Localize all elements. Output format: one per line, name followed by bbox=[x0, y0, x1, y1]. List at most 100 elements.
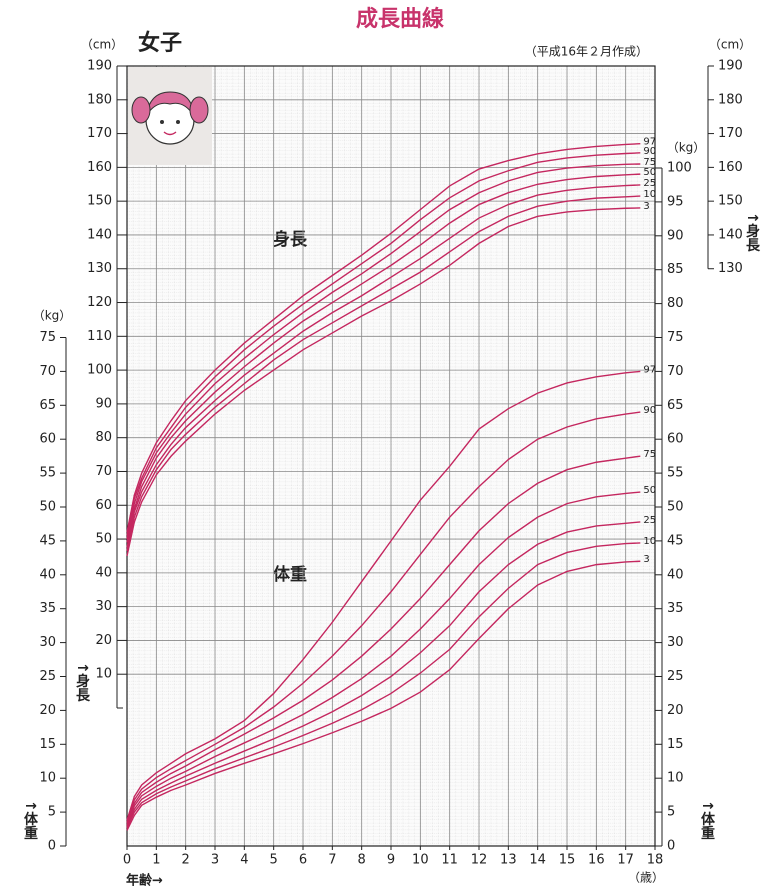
y-label: ↑身長 bbox=[74, 662, 90, 703]
percentile-label: 10 bbox=[643, 189, 656, 200]
y-unit: （cm） bbox=[81, 38, 123, 52]
x-tick-label: 9 bbox=[387, 853, 395, 868]
y-tick-label: 180 bbox=[718, 92, 743, 107]
y2-tick-label: 20 bbox=[667, 703, 684, 718]
y-tick-label: 190 bbox=[718, 59, 743, 74]
x-tick-label: 0 bbox=[123, 853, 131, 868]
x-tick-label: 12 bbox=[471, 853, 488, 868]
growth-chart: 成長曲線 女子 （平成16年２月作成） （cm） （cm） （kg） （kg） … bbox=[0, 0, 781, 891]
x-tick-label: 17 bbox=[617, 853, 634, 868]
annotation: 体重 bbox=[273, 564, 307, 585]
percentile-label: 97 bbox=[643, 364, 656, 375]
y2-tick-label: 40 bbox=[667, 567, 684, 582]
y2-tick-label: 60 bbox=[667, 432, 684, 447]
x-tick-label: 4 bbox=[240, 853, 248, 868]
y2-tick-label: 35 bbox=[39, 601, 56, 616]
percentile-label: 25 bbox=[643, 515, 656, 526]
x-unit: （歳） bbox=[628, 871, 664, 885]
y2-tick-label: 45 bbox=[39, 533, 56, 548]
x-tick-label: 10 bbox=[412, 853, 429, 868]
y-tick-label: 10 bbox=[95, 667, 112, 682]
y-tick-label: 70 bbox=[95, 464, 112, 479]
y-label: ↑身長 bbox=[744, 212, 760, 253]
y-unit: （cm） bbox=[709, 38, 751, 52]
y2-tick-label: 55 bbox=[667, 466, 684, 481]
y-tick-label: 160 bbox=[87, 160, 112, 175]
y2-tick-label: 30 bbox=[667, 635, 684, 650]
x-tick-label: 7 bbox=[328, 853, 336, 868]
y-tick-label: 130 bbox=[718, 261, 743, 276]
y-tick-label: 80 bbox=[95, 430, 112, 445]
y-tick-label: 160 bbox=[718, 160, 743, 175]
y2-tick-label: 50 bbox=[39, 500, 56, 515]
x-tick-label: 3 bbox=[211, 853, 219, 868]
y-tick-label: 60 bbox=[95, 498, 112, 513]
percentile-label: 3 bbox=[643, 554, 649, 565]
y2-tick-label: 35 bbox=[667, 601, 684, 616]
x-tick-label: 8 bbox=[358, 853, 366, 868]
x-label: 年齢→ bbox=[126, 873, 163, 889]
x-tick-label: 18 bbox=[647, 853, 664, 868]
percentile-label: 90 bbox=[643, 146, 656, 157]
y-tick-label: 120 bbox=[87, 295, 112, 310]
y-tick-label: 170 bbox=[87, 126, 112, 141]
y-tick-label: 180 bbox=[87, 92, 112, 107]
y-tick-label: 100 bbox=[87, 363, 112, 378]
y2-tick-label: 25 bbox=[667, 669, 684, 684]
y-tick-label: 140 bbox=[718, 227, 743, 242]
y-tick-label: 110 bbox=[87, 329, 112, 344]
y2-tick-label: 15 bbox=[39, 737, 56, 752]
y-tick-label: 130 bbox=[87, 261, 112, 276]
y2-tick-label: 30 bbox=[39, 635, 56, 650]
y2-tick-label: 40 bbox=[39, 567, 56, 582]
y2-tick-label: 50 bbox=[667, 500, 684, 515]
x-tick-label: 6 bbox=[299, 853, 307, 868]
x-tick-label: 15 bbox=[559, 853, 576, 868]
percentile-label: 50 bbox=[643, 167, 656, 178]
girl-illustration bbox=[128, 67, 212, 165]
y2-tick-label: 10 bbox=[39, 771, 56, 786]
x-tick-label: 2 bbox=[182, 853, 190, 868]
y2-tick-label: 0 bbox=[48, 839, 56, 854]
percentile-label: 75 bbox=[643, 449, 656, 460]
x-tick-label: 1 bbox=[152, 853, 160, 868]
y2-tick-label: 70 bbox=[39, 364, 56, 379]
y2-tick-label: 80 bbox=[667, 296, 684, 311]
y2-label: ↑体重 bbox=[22, 800, 38, 840]
x-tick-label: 13 bbox=[500, 853, 517, 868]
y-tick-label: 170 bbox=[718, 126, 743, 141]
y-tick-label: 20 bbox=[95, 633, 112, 648]
y2-unit: （kg） bbox=[667, 141, 706, 155]
y2-tick-label: 60 bbox=[39, 432, 56, 447]
y2-tick-label: 65 bbox=[667, 398, 684, 413]
y2-tick-label: 55 bbox=[39, 466, 56, 481]
y2-tick-label: 85 bbox=[667, 262, 684, 277]
y2-unit: （kg） bbox=[33, 309, 72, 323]
y2-tick-label: 20 bbox=[39, 703, 56, 718]
y2-tick-label: 25 bbox=[39, 669, 56, 684]
y2-tick-label: 70 bbox=[667, 364, 684, 379]
percentile-label: 25 bbox=[643, 178, 656, 189]
chart-title: 成長曲線 bbox=[356, 6, 444, 32]
percentile-label: 3 bbox=[643, 201, 649, 212]
x-tick-label: 11 bbox=[441, 853, 458, 868]
percentile-label: 90 bbox=[643, 405, 656, 416]
y2-tick-label: 0 bbox=[667, 839, 675, 854]
y-tick-label: 40 bbox=[95, 565, 112, 580]
x-tick-label: 5 bbox=[270, 853, 278, 868]
y2-tick-label: 15 bbox=[667, 737, 684, 752]
y-tick-label: 140 bbox=[87, 227, 112, 242]
percentile-label: 50 bbox=[643, 485, 656, 496]
y-tick-label: 50 bbox=[95, 532, 112, 547]
y-tick-label: 30 bbox=[95, 599, 112, 614]
y-tick-label: 150 bbox=[718, 194, 743, 209]
y2-tick-label: 65 bbox=[39, 398, 56, 413]
y2-tick-label: 100 bbox=[667, 161, 692, 176]
y-tick-label: 190 bbox=[87, 59, 112, 74]
chart-subtitle: 女子 bbox=[138, 30, 182, 56]
y2-label: ↑体重 bbox=[699, 800, 715, 840]
y2-tick-label: 5 bbox=[48, 805, 56, 820]
y2-tick-label: 75 bbox=[39, 330, 56, 345]
y2-tick-label: 75 bbox=[667, 330, 684, 345]
note: （平成16年２月作成） bbox=[525, 45, 648, 59]
